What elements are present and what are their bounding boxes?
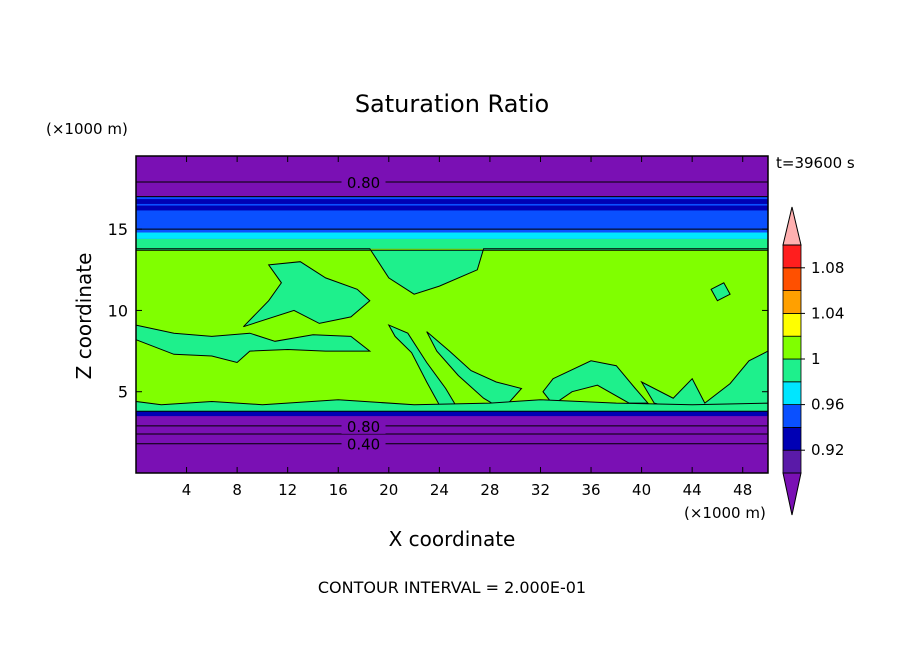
colorbar-swatch-1 (782, 426, 802, 451)
colorbar-tick-label: 0.92 (811, 441, 844, 459)
colorbar-swatch-2 (782, 404, 802, 428)
x-tick-label: 4 (182, 481, 192, 499)
contour-label-1: 0.80 (347, 418, 380, 436)
colorbar-swatch-5 (782, 335, 802, 360)
region-surface-band (135, 399, 769, 412)
colorbar-swatch-9 (782, 244, 802, 269)
contour-label-bg-1 (341, 417, 386, 434)
colorbar-swatch-6 (782, 312, 802, 337)
colorbar-swatch-3 (782, 381, 802, 405)
y-tick-label: 15 (108, 220, 128, 239)
colorbar-tick-label: 0.96 (811, 396, 844, 414)
x-tick-label: 48 (733, 481, 752, 499)
colorbar-swatch-4 (782, 358, 802, 383)
x-tick-label: 24 (430, 481, 449, 499)
y-tick-label: 5 (118, 383, 128, 402)
contour-label-0: 0.80 (347, 174, 380, 192)
x-tick-label: 32 (531, 481, 550, 499)
colorbar-swatch-8 (782, 267, 802, 291)
region-mid-wave-2 (426, 331, 523, 411)
colorbar-over-arrow (782, 206, 802, 246)
chart-title: Saturation Ratio (355, 90, 549, 118)
colorbar-swatch-7 (782, 290, 802, 314)
contour-label-2: 0.40 (347, 436, 380, 454)
region-upper-left-plume (243, 261, 371, 328)
x-tick-label: 12 (278, 481, 297, 499)
colorbar-under-arrow (782, 472, 802, 516)
x-tick-label: 40 (632, 481, 651, 499)
jet-stripe-1 (136, 199, 768, 204)
colorbar-tick-label: 1.04 (811, 304, 844, 322)
z-band-6 (136, 156, 768, 197)
colorbar-tick-label: 1.08 (811, 259, 844, 277)
time-label: t=39600 s (776, 154, 855, 172)
colorbar: 0.92 0.96 1 1.04 1.08 (782, 206, 844, 516)
plot-frame (135, 155, 769, 474)
contour-interval-footer: CONTOUR INTERVAL = 2.000E-01 (318, 578, 586, 597)
contour-label-bg-2 (341, 435, 386, 452)
y-axis-title: Z coordinate (72, 253, 96, 380)
x-tick-label: 20 (379, 481, 398, 499)
region-cloud-top (135, 248, 769, 295)
y-unit-label: (×1000 m) (46, 120, 128, 138)
x-tick-label: 8 (232, 481, 242, 499)
colorbar-swatch-0 (782, 449, 802, 474)
x-tick-label: 44 (683, 481, 702, 499)
x-tick-label: 16 (329, 481, 348, 499)
z-band-0 (136, 416, 768, 473)
x-tick-label: 28 (480, 481, 499, 499)
contour-label-bg-0 (341, 174, 386, 191)
region-left-layer (135, 324, 372, 364)
z-band-3 (136, 238, 768, 249)
z-band-4 (136, 232, 768, 239)
colorbar-tick-label: 1 (811, 350, 821, 368)
x-unit-label: (×1000 m) (684, 504, 766, 522)
jet-stripe-0 (136, 205, 768, 211)
z-band-1 (136, 411, 768, 417)
y-tick-label: 10 (108, 301, 128, 320)
x-axis-title: X coordinate (389, 527, 516, 551)
x-tick-label: 36 (581, 481, 600, 499)
region-right-blob (710, 282, 731, 302)
